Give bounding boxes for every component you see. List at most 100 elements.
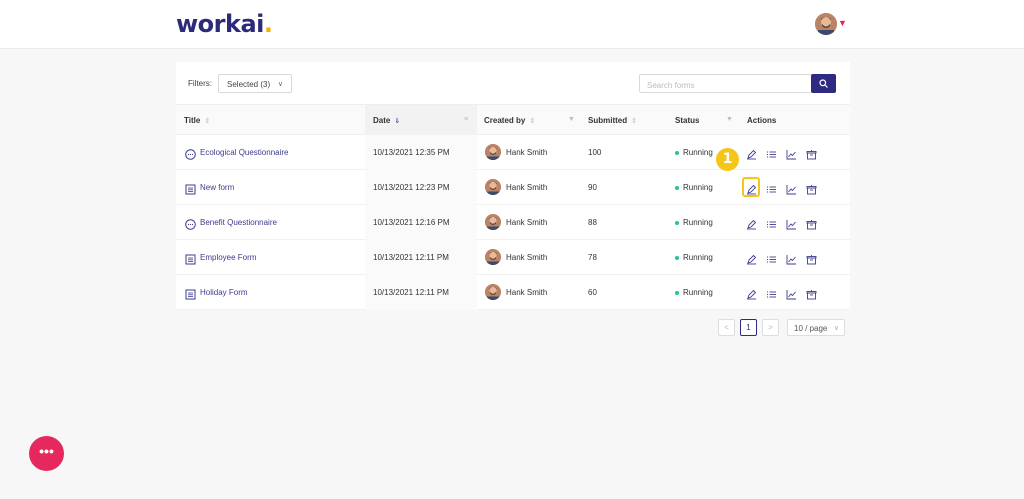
form-title-link[interactable]: Holiday Form	[200, 288, 248, 297]
creator-name: Hank Smith	[506, 148, 548, 157]
table-row: Ecological Questionnaire 10/13/2021 12:3…	[176, 135, 850, 170]
creator-name: Hank Smith	[506, 218, 548, 227]
avatar	[485, 284, 501, 300]
chevron-down-icon: ∨	[833, 325, 839, 332]
date-cell-bg	[365, 135, 477, 170]
status-badge: Running	[683, 288, 713, 297]
step-callout-badge: 1	[716, 148, 739, 171]
prev-page-button[interactable]: <	[718, 319, 735, 336]
edit-icon[interactable]	[746, 252, 757, 265]
submitted-count: 88	[588, 218, 597, 227]
date-cell-bg	[365, 275, 477, 310]
archive-icon[interactable]	[806, 252, 817, 265]
form-date: 10/13/2021 12:16 PM	[373, 218, 450, 227]
logo-dot: .	[263, 10, 273, 38]
table-row: Employee Form 10/13/2021 12:11 PM Hank S…	[176, 240, 850, 275]
status-badge: Running	[683, 148, 713, 157]
filter-icon[interactable]: ▼	[568, 116, 575, 123]
sort-icon: ⇕	[631, 118, 637, 125]
submitted-count: 90	[588, 183, 597, 192]
column-actions: Actions	[747, 116, 777, 125]
status-badge: Running	[683, 183, 713, 192]
date-column-sorted-bg	[365, 105, 477, 135]
filters-label: Filters:	[188, 79, 212, 88]
archive-icon[interactable]	[806, 287, 817, 300]
list-form-icon	[185, 182, 196, 195]
sort-desc-icon: ⇓	[394, 118, 401, 125]
form-date: 10/13/2021 12:11 PM	[373, 253, 449, 262]
column-date[interactable]: Date ⇓	[373, 116, 401, 125]
edit-icon[interactable]	[746, 182, 757, 195]
user-avatar[interactable]	[815, 13, 837, 35]
page-1-button[interactable]: 1	[740, 319, 757, 336]
list-icon[interactable]	[766, 182, 777, 193]
list-icon[interactable]	[766, 147, 777, 158]
sort-icon: ⇕	[529, 118, 536, 125]
creator-name: Hank Smith	[506, 183, 548, 192]
form-title-link[interactable]: New form	[200, 183, 235, 192]
archive-icon[interactable]	[806, 217, 817, 230]
top-bar: workai. ▼	[0, 0, 1024, 49]
form-title-link[interactable]: Ecological Questionnaire	[200, 148, 289, 157]
status-dot	[675, 221, 679, 225]
archive-icon[interactable]	[806, 147, 817, 160]
column-created-by[interactable]: Created by ⇕	[484, 116, 536, 125]
submitted-count: 60	[588, 288, 597, 297]
chevron-down-icon[interactable]: ▼	[838, 18, 847, 28]
chart-icon[interactable]	[786, 147, 797, 160]
list-form-icon	[185, 252, 196, 265]
column-title[interactable]: Title ⇕	[184, 116, 211, 125]
chart-icon[interactable]	[786, 217, 797, 230]
table-row: New form 10/13/2021 12:23 PM Hank Smith …	[176, 170, 850, 205]
sort-icon: ⇕	[204, 118, 211, 125]
form-date: 10/13/2021 12:23 PM	[373, 183, 450, 192]
creator-name: Hank Smith	[506, 253, 548, 262]
column-submitted[interactable]: Submitted ⇕	[588, 116, 637, 125]
edit-action-highlight	[742, 177, 760, 197]
archive-icon[interactable]	[806, 182, 817, 195]
status-dot	[675, 291, 679, 295]
submitted-count: 100	[588, 148, 602, 157]
status-badge: Running	[683, 218, 713, 227]
date-cell-bg	[365, 205, 477, 240]
avatar	[485, 214, 501, 230]
status-dot	[675, 256, 679, 260]
workai-logo[interactable]: workai.	[176, 10, 273, 38]
column-status[interactable]: Status	[675, 116, 700, 125]
list-icon[interactable]	[766, 287, 777, 298]
status-dot	[675, 151, 679, 155]
search-input[interactable]	[639, 74, 812, 93]
form-title-link[interactable]: Benefit Questionnaire	[200, 218, 277, 227]
date-cell-bg	[365, 170, 477, 205]
list-icon[interactable]	[766, 252, 777, 263]
chat-bubble-icon	[185, 147, 196, 160]
search-button[interactable]	[811, 74, 836, 93]
chart-icon[interactable]	[786, 287, 797, 300]
page-size-value: 10 / page	[794, 324, 828, 333]
filters-selected-value: Selected (3)	[227, 80, 271, 89]
avatar	[485, 249, 501, 265]
chart-icon[interactable]	[786, 182, 797, 195]
form-date: 10/13/2021 12:11 PM	[373, 288, 449, 297]
chevron-down-icon: ∨	[277, 81, 283, 88]
list-icon[interactable]	[766, 217, 777, 228]
edit-icon[interactable]	[746, 147, 757, 160]
search-icon	[819, 79, 828, 88]
logo-text: workai	[176, 10, 264, 38]
edit-icon[interactable]	[746, 217, 757, 230]
page-size-select[interactable]: 10 / page ∨	[787, 319, 845, 336]
status-dot	[675, 186, 679, 190]
filter-icon[interactable]: ▼	[726, 116, 733, 123]
chat-bubble-icon	[185, 217, 196, 230]
form-date: 10/13/2021 12:35 PM	[373, 148, 450, 157]
filters-dropdown[interactable]: Selected (3) ∨	[218, 74, 292, 93]
creator-name: Hank Smith	[506, 288, 548, 297]
more-actions-fab[interactable]: •••	[29, 436, 64, 471]
edit-icon[interactable]	[746, 287, 757, 300]
table-row: Benefit Questionnaire 10/13/2021 12:16 P…	[176, 205, 850, 240]
form-title-link[interactable]: Employee Form	[200, 253, 257, 262]
column-menu-icon[interactable]: ≡	[464, 116, 469, 123]
next-page-button[interactable]: >	[762, 319, 779, 336]
chart-icon[interactable]	[786, 252, 797, 265]
status-badge: Running	[683, 253, 713, 262]
